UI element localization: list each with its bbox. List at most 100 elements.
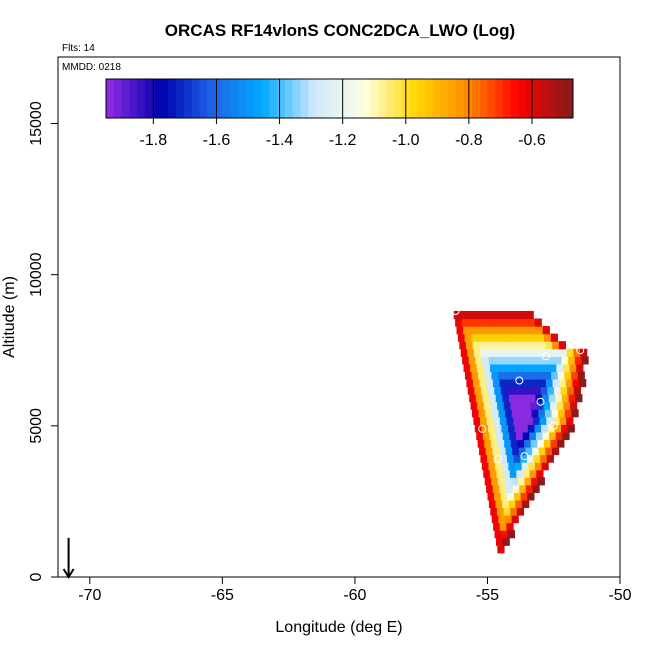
heat-cell (490, 363, 498, 373)
heat-cell (496, 431, 504, 441)
colorbar-tick-label: -0.8 (455, 132, 483, 149)
heat-cell (561, 356, 569, 365)
heat-cell (509, 431, 517, 441)
colorbar-segment (121, 79, 130, 118)
heat-cell (484, 333, 492, 342)
heat-cell (459, 341, 467, 350)
heat-cell (549, 431, 557, 441)
heat-cell (491, 515, 499, 524)
heat-cell (516, 401, 525, 410)
colorbar-segment (355, 79, 364, 118)
colorbar-segment (137, 79, 146, 118)
heat-cell (562, 431, 570, 441)
heat-cell (456, 326, 464, 335)
colorbar-segment (106, 79, 115, 118)
heat-cell (470, 401, 478, 410)
y-tick-label: 0 (28, 572, 45, 581)
heat-cell (490, 507, 498, 516)
flight-point (478, 424, 487, 433)
flight-point (536, 397, 545, 406)
colorbar-segment (230, 79, 239, 118)
heat-cell (464, 333, 472, 342)
heat-cell (484, 371, 493, 380)
heat-cell (524, 371, 532, 380)
heat-cell (480, 310, 488, 320)
heat-cell (521, 462, 529, 471)
heat-cell (524, 439, 532, 448)
heat-cell (565, 378, 574, 388)
heat-cell (531, 371, 539, 380)
colorbar-segment (269, 79, 278, 118)
heat-cell (513, 416, 521, 425)
colorbar-segment (238, 79, 247, 118)
heat-cell (491, 409, 500, 418)
heat-cell (560, 386, 568, 395)
heat-cell (534, 424, 542, 433)
heat-cell (491, 333, 499, 342)
colorbar-segment (277, 79, 286, 118)
heat-cell (543, 363, 551, 373)
heat-cell (557, 439, 565, 448)
heat-cell (477, 333, 486, 342)
heat-cell (577, 371, 585, 380)
heat-cell (473, 348, 482, 357)
heat-cell (520, 454, 528, 463)
heat-cell (520, 386, 529, 395)
heat-cell (482, 431, 491, 441)
heat-cell (466, 310, 475, 320)
heat-cell (498, 409, 506, 418)
heat-cell (493, 416, 501, 425)
heat-cell (487, 348, 495, 357)
flight-point (520, 452, 529, 461)
heat-cell (488, 462, 496, 471)
heat-cell (488, 318, 496, 327)
colorbar-segment (222, 79, 232, 118)
colorbar-tick-label: -1.6 (203, 132, 231, 149)
heat-cell (568, 356, 576, 365)
heat-cell (545, 447, 553, 456)
heat-cell (466, 378, 474, 388)
heat-cell (515, 394, 523, 403)
colorbar-segment (417, 79, 426, 118)
heat-cell (510, 401, 518, 410)
heat-cell (529, 363, 538, 373)
heat-cell (496, 469, 504, 478)
colorbar-segment (479, 79, 488, 118)
heat-cell (497, 545, 505, 554)
heat-cell (552, 341, 560, 350)
heat-cell (530, 333, 539, 342)
chart-title: ORCAS RF14vlonS CONC2DCA_LWO (Log) (165, 21, 515, 40)
heat-cell (517, 371, 526, 380)
heat-cell (521, 318, 529, 327)
heat-cell (572, 378, 580, 388)
heat-cell (504, 477, 512, 486)
heat-cell (519, 484, 527, 493)
heat-cell (526, 416, 534, 425)
heat-cell (573, 348, 581, 357)
heat-cell (560, 348, 568, 357)
heat-cell (525, 409, 533, 418)
heat-cell (512, 484, 520, 493)
heat-cell (551, 409, 559, 418)
heat-cell (501, 462, 509, 471)
colorbar-segment (285, 79, 294, 118)
heat-cell (503, 363, 511, 373)
heat-cell (527, 348, 535, 357)
colorbar-segment (386, 79, 395, 118)
heat-cell (480, 416, 488, 425)
heat-cell (531, 409, 539, 418)
heat-cell (529, 431, 537, 441)
heat-cell (513, 348, 521, 357)
heat-cell (522, 394, 530, 403)
heat-cell (532, 378, 540, 388)
heat-cell (453, 310, 461, 320)
colorbar-segment (323, 79, 333, 118)
heat-cell (502, 394, 510, 403)
heat-cell (566, 416, 574, 425)
heat-cell (552, 416, 561, 425)
heat-cell (499, 484, 507, 493)
colorbar-segment (510, 79, 520, 118)
heat-cell (524, 333, 532, 342)
heat-cell (512, 447, 520, 456)
heat-cell (534, 462, 543, 471)
